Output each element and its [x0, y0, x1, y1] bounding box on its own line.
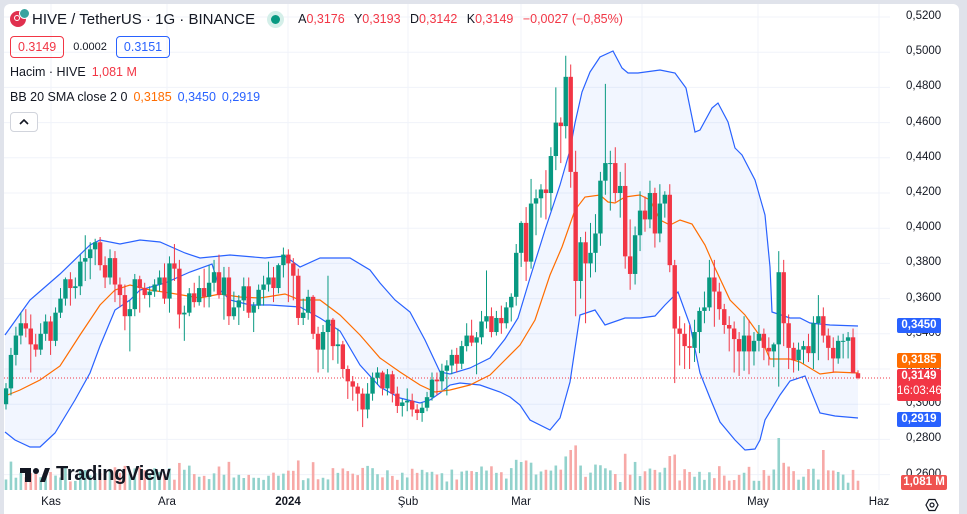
- open-key: A: [298, 12, 307, 26]
- price-axis-label: 0,2800: [906, 432, 942, 445]
- price-axis-label: 0,4600: [906, 115, 942, 128]
- price-axis-label: 0,4200: [906, 186, 942, 198]
- symbol-title[interactable]: HIVE / TetherUS · 1G · BINANCE: [32, 10, 256, 28]
- bb-label: BB 20 SMA close 2 0: [10, 90, 128, 104]
- spread-value: 0.0002: [73, 41, 107, 53]
- bb-upper-tag: 0,3450: [897, 318, 941, 333]
- price-axis-label: 0,3600: [906, 291, 942, 304]
- close-value: 0,3149: [475, 12, 514, 26]
- volume-indicator-row[interactable]: Hacim · HIVE 1,081 M: [10, 60, 629, 84]
- low-key: D: [410, 12, 420, 26]
- low-value: 0,3142: [419, 12, 458, 26]
- symbol-row: HIVE / TetherUS · 1G · BINANCE A0,3176 Y…: [10, 6, 629, 32]
- chart-settings-icon[interactable]: [925, 498, 939, 512]
- price-axis-label: 0,3800: [906, 256, 942, 269]
- hive-coin-icon: [10, 8, 30, 27]
- last-price-tag: 0,3149 16:03:46: [897, 369, 942, 401]
- price-axis-label: 0,4400: [906, 150, 942, 163]
- bar-countdown: 16:03:46: [897, 385, 942, 397]
- price-axis-label: 0,4000: [906, 221, 942, 234]
- collapse-legend-button[interactable]: [10, 112, 38, 132]
- chevron-up-icon: [19, 119, 29, 125]
- time-axis-label: Haz: [868, 496, 890, 508]
- price-axis-label: 0,5000: [906, 45, 942, 58]
- tradingview-logo-icon: [20, 467, 50, 482]
- time-axis-label: Mar: [511, 496, 531, 508]
- sell-button[interactable]: 0.3149: [10, 36, 65, 58]
- volume-tag: 1,081 M: [901, 475, 947, 490]
- volume-label: Hacim · HIVE: [10, 65, 86, 79]
- bb-lower-value: 0,2919: [221, 90, 261, 104]
- high-value: 0,3193: [362, 12, 401, 26]
- change-value: −0,0027 (−0,85%): [522, 12, 623, 26]
- last-price-value: 0,3149: [901, 370, 937, 382]
- market-status-icon[interactable]: [271, 14, 281, 24]
- time-axis-label: Nis: [633, 496, 651, 508]
- high-key: Y: [353, 12, 363, 26]
- close-key: K: [466, 12, 476, 26]
- bb-lower-tag: 0,2919: [897, 412, 941, 427]
- bb-upper-value: 0,3450: [177, 90, 216, 104]
- chart-legend: HIVE / TetherUS · 1G · BINANCE A0,3176 Y…: [10, 6, 629, 132]
- time-axis-label: Kas: [41, 496, 61, 508]
- price-axis-label: 0,5200: [906, 10, 942, 22]
- time-axis-label: 2024: [275, 496, 301, 508]
- time-axis-label: Ara: [158, 496, 176, 508]
- volume-value: 1,081 M: [91, 65, 137, 79]
- price-chart-canvas[interactable]: [4, 4, 959, 514]
- open-value: 0,3176: [306, 12, 345, 26]
- bb-basis-value: 0,3185: [133, 90, 172, 104]
- buy-button[interactable]: 0.3151: [115, 36, 171, 58]
- tradingview-logo[interactable]: TradingView: [20, 463, 170, 486]
- chart-container[interactable]: HIVE / TetherUS · 1G · BINANCE A0,3176 Y…: [4, 4, 959, 514]
- ohlc-values: A0,3176 Y0,3193 D0,3142 K0,3149 −0,0027 …: [298, 12, 629, 26]
- bb-indicator-row[interactable]: BB 20 SMA close 2 0 0,3185 0,3450 0,2919: [10, 85, 629, 109]
- price-axis-label: 0,4800: [906, 80, 942, 93]
- time-axis-label: Şub: [397, 496, 419, 508]
- bb-basis-tag: 0,3185: [897, 353, 941, 368]
- time-axis-label: May: [747, 496, 769, 508]
- tradingview-logo-text: TradingView: [56, 463, 171, 485]
- trade-row: 0.3149 0.0002 0.3151: [10, 35, 629, 59]
